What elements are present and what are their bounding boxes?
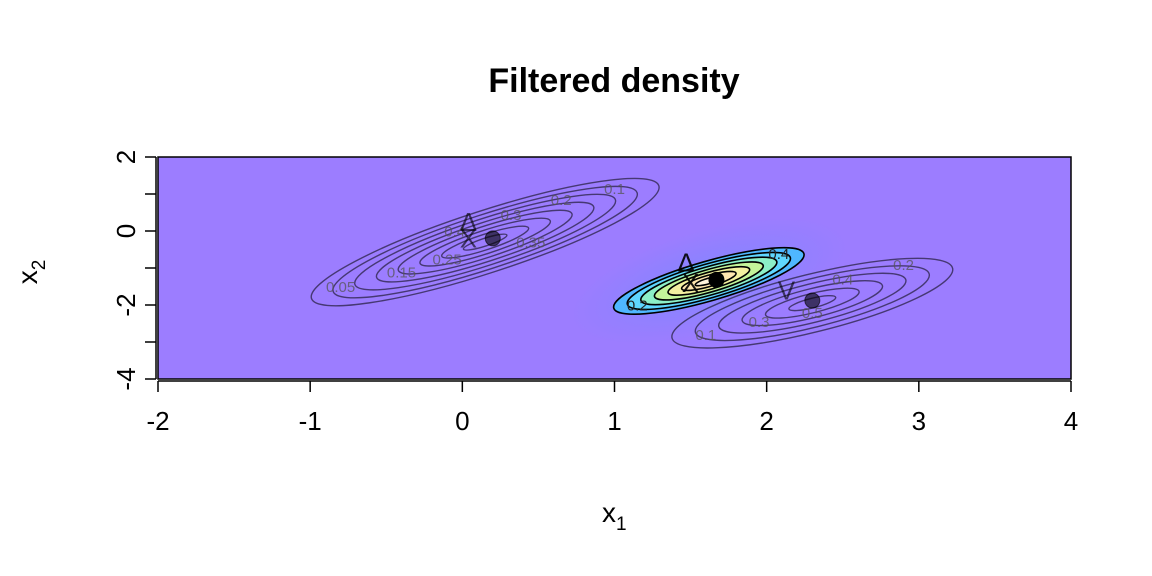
contour-label-upper-left-8: 0.4 bbox=[444, 224, 465, 241]
y-axis: -4 -2 0 2 bbox=[111, 150, 157, 391]
y-tick-label-1: -2 bbox=[111, 293, 141, 316]
y-tick-label-2: 0 bbox=[111, 224, 141, 238]
plot-border bbox=[157, 156, 1072, 380]
x-axis-label-main: x bbox=[602, 497, 616, 528]
contour-label-lower-right-2: 0.2 bbox=[893, 257, 914, 274]
chart-title: Filtered density bbox=[488, 62, 739, 100]
y-axis-label: x2 bbox=[12, 260, 50, 285]
x-tick-label-2: 0 bbox=[455, 406, 469, 436]
contour-label-upper-left-3: 0.15 bbox=[387, 264, 416, 281]
contour-lower-right-level-4 bbox=[741, 280, 884, 327]
y-tick-label-3: 2 bbox=[111, 150, 141, 164]
contour-upper-left-level-7 bbox=[440, 225, 530, 259]
contour-label-lower-right-5: 0.5 bbox=[802, 305, 823, 322]
contour-label-upper-left-5: 0.25 bbox=[433, 251, 462, 268]
x-tick-label-3: 1 bbox=[607, 406, 621, 436]
marker-upper-left-2: X bbox=[460, 224, 477, 254]
x-tick-label-5: 3 bbox=[912, 406, 926, 436]
contour-upper-left-level-8 bbox=[462, 233, 508, 251]
contour-upper-left-level-1 bbox=[310, 177, 660, 307]
data-point-upper-left bbox=[484, 230, 501, 247]
x-tick-label-4: 2 bbox=[759, 406, 773, 436]
contour-lower-right-level-1 bbox=[671, 257, 954, 349]
contour-label-lower-right-4: 0.4 bbox=[832, 272, 853, 289]
data-point-lower-right bbox=[804, 292, 821, 309]
x-axis-label-sub: 1 bbox=[616, 514, 627, 535]
contour-label-upper-left-4: 0.2 bbox=[551, 192, 572, 209]
x-axis-label: x1 bbox=[602, 497, 627, 535]
data-point-center bbox=[708, 271, 725, 288]
marker-center-2: X bbox=[682, 268, 699, 298]
x-tick-label-0: -2 bbox=[146, 406, 169, 436]
contour-label-center-2: 0.4 bbox=[768, 246, 789, 263]
contour-upper-left-level-2 bbox=[332, 185, 639, 299]
contour-lower-right-level-2 bbox=[694, 265, 931, 342]
contour-label-lower-right-3: 0.3 bbox=[749, 314, 770, 331]
y-tick-label-0: -4 bbox=[111, 367, 141, 390]
x-tick-label-6: 4 bbox=[1064, 406, 1078, 436]
contour-label-upper-left-1: 0.05 bbox=[326, 279, 355, 296]
marker-upper-left-1: Δ bbox=[460, 207, 477, 237]
marker-lower-right-1: V bbox=[778, 275, 796, 305]
y-axis-label-sub: 2 bbox=[29, 260, 50, 271]
contour-upper-left-level-3 bbox=[354, 193, 617, 291]
contour-label-upper-left-6: 0.3 bbox=[501, 207, 522, 224]
marker-center-1: Δ bbox=[677, 248, 694, 278]
y-axis-label-main: x bbox=[12, 270, 43, 284]
contour-labels: 0.05 0.1 0.15 0.2 0.25 0.3 0.35 0.4 0.2 0.4 0.1 0.2… bbox=[326, 181, 914, 344]
contour-upper-left-level-5 bbox=[397, 209, 573, 275]
contour-label-center-1: 0.2 bbox=[627, 298, 648, 315]
contour-upper-left-level-4 bbox=[375, 201, 595, 283]
contour-label-upper-left-2: 0.1 bbox=[604, 181, 625, 198]
contour-label-lower-right-1: 0.1 bbox=[695, 327, 716, 344]
contour-lower-right-level-3 bbox=[717, 272, 907, 334]
x-tick-label-1: -1 bbox=[299, 406, 322, 436]
x-axis: -2 -1 0 1 2 3 4 bbox=[146, 380, 1078, 436]
contour-upper-left-level-6 bbox=[419, 217, 552, 267]
contour-label-upper-left-7: 0.35 bbox=[516, 235, 545, 252]
